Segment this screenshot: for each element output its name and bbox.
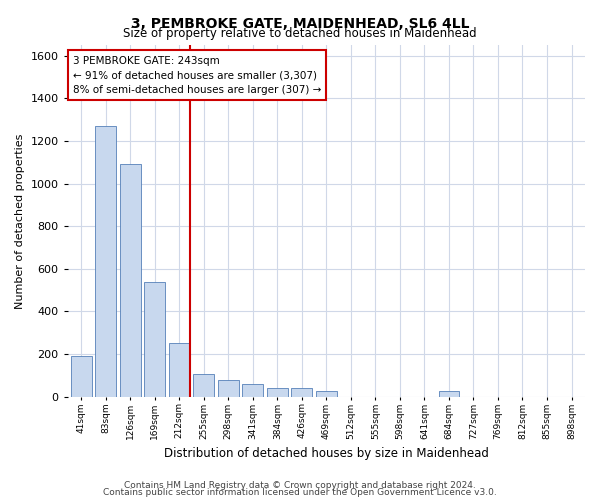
Y-axis label: Number of detached properties: Number of detached properties [15,133,25,308]
Text: Size of property relative to detached houses in Maidenhead: Size of property relative to detached ho… [123,28,477,40]
Text: 3 PEMBROKE GATE: 243sqm
← 91% of detached houses are smaller (3,307)
8% of semi-: 3 PEMBROKE GATE: 243sqm ← 91% of detache… [73,56,321,95]
Bar [71,356,92,397]
Bar [267,388,288,396]
Text: 3, PEMBROKE GATE, MAIDENHEAD, SL6 4LL: 3, PEMBROKE GATE, MAIDENHEAD, SL6 4LL [131,18,469,32]
Bar [316,392,337,396]
Bar [145,282,165,397]
X-axis label: Distribution of detached houses by size in Maidenhead: Distribution of detached houses by size … [164,447,489,460]
Text: Contains HM Land Registry data © Crown copyright and database right 2024.: Contains HM Land Registry data © Crown c… [124,480,476,490]
Bar [242,384,263,396]
Bar [292,388,312,396]
Text: Contains public sector information licensed under the Open Government Licence v3: Contains public sector information licen… [103,488,497,497]
Bar [95,126,116,396]
Bar [439,392,460,396]
Bar [120,164,140,396]
Bar [193,374,214,396]
Bar [169,344,190,396]
Bar [218,380,239,396]
